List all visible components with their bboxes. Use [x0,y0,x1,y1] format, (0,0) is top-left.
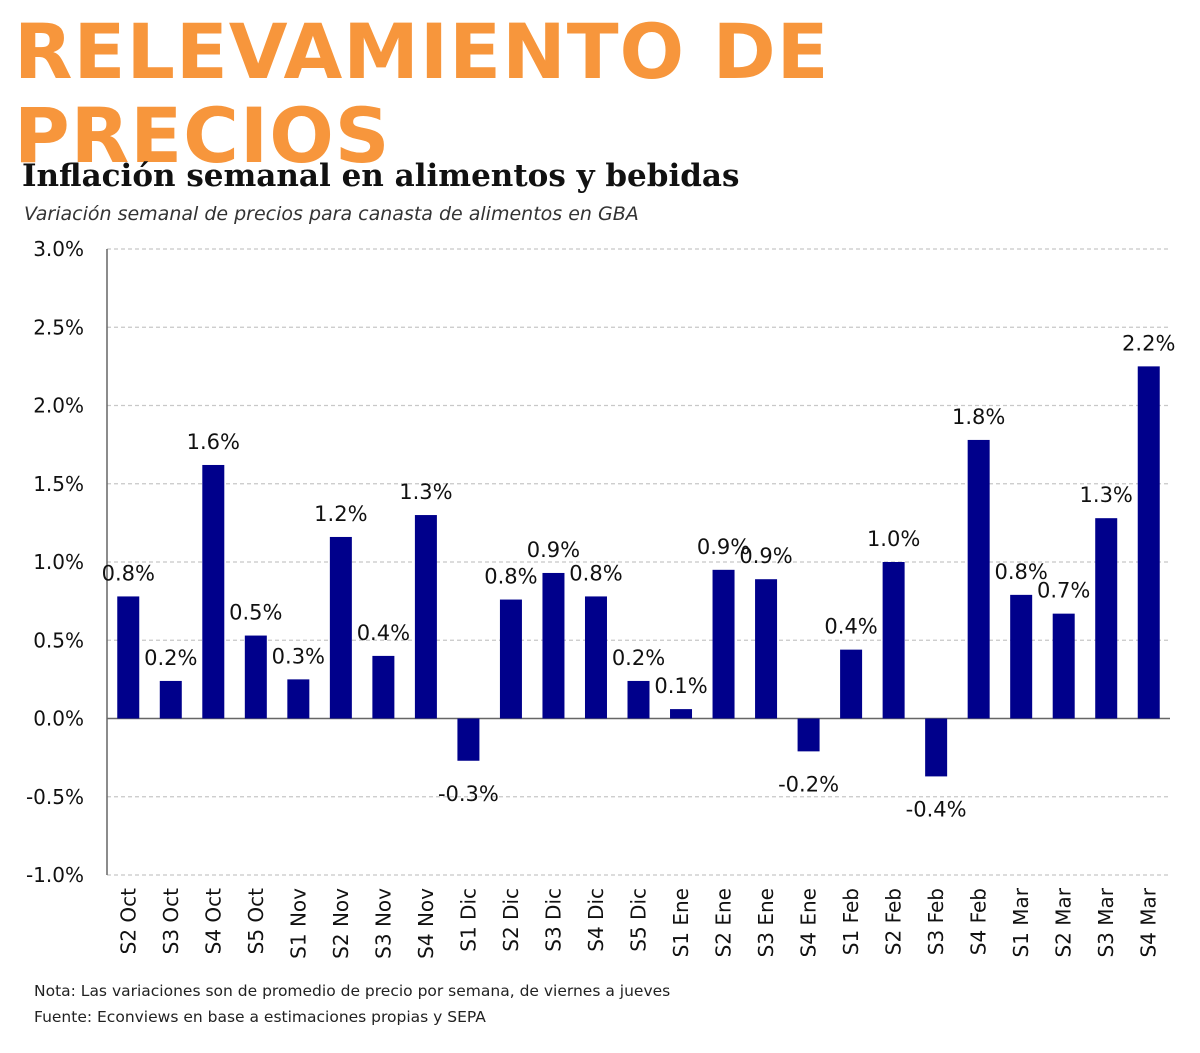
bar [159,680,182,719]
x-tick-label: S1 Dic [456,888,480,952]
bar [967,439,990,719]
bar [1095,518,1118,719]
data-label: 0.2% [612,646,665,670]
page-banner-title: RELEVAMIENTO DE PRECIOS [14,7,830,180]
x-tick-label: S3 Mar [1094,887,1118,957]
bar [1052,613,1075,719]
data-label: 0.1% [654,674,707,698]
data-label: 0.7% [1037,579,1090,603]
data-label: 0.8% [995,560,1048,584]
y-tick-label: 0.0% [33,707,84,731]
x-tick-label: S4 Dic [584,888,608,952]
x-tick-label: S2 Ene [712,888,736,957]
data-label: 0.8% [484,565,537,589]
x-tick-label: S4 Mar [1137,887,1161,957]
data-label: -0.3% [438,782,499,806]
bar [202,464,225,719]
bar [925,718,948,777]
data-label: 1.3% [1080,483,1133,507]
bar [755,579,778,719]
data-label: 2.2% [1122,331,1175,355]
bar [840,649,863,719]
x-tick-label: S4 Oct [201,888,225,955]
x-tick-label: S3 Dic [541,888,565,952]
y-tick-label: 3.0% [33,237,84,261]
chart-source: Fuente: Econviews en base a estimaciones… [34,1008,486,1026]
data-label: 1.6% [187,430,240,454]
data-label: 0.9% [739,544,792,568]
bar [584,596,607,719]
data-label: 0.9% [527,538,580,562]
x-tick-label: S4 Nov [414,888,438,959]
bar [542,572,565,719]
x-tick-label: S1 Ene [669,888,693,957]
data-label: 1.3% [399,480,452,504]
x-tick-label: S2 Mar [1052,887,1076,957]
x-tick-label: S4 Feb [967,888,991,955]
x-tick-label: S1 Nov [286,888,310,959]
chart-subtitle: Variación semanal de precios para canast… [24,203,639,225]
data-label: 0.4% [357,621,410,645]
x-tick-label: S2 Oct [116,888,140,955]
bar [1137,366,1160,719]
bar [670,709,693,719]
data-label: 1.8% [952,405,1005,429]
y-tick-label: 0.5% [33,628,84,652]
bar [287,679,310,719]
x-tick-label: S5 Oct [244,888,268,955]
bar [414,515,437,719]
y-tick-label: -1.0% [26,863,84,887]
bar [457,718,480,761]
x-tick-label: S5 Dic [627,888,651,952]
x-tick-label: S3 Oct [159,888,183,955]
data-label: 1.0% [867,527,920,551]
data-label: -0.2% [778,772,839,796]
bar [797,718,820,752]
data-label: 0.8% [102,561,155,585]
bar [117,596,140,719]
y-tick-label: -0.5% [26,785,84,809]
x-tick-label: S2 Feb [882,888,906,955]
x-tick-label: S2 Dic [499,888,523,952]
bar [499,599,522,719]
data-label: 0.8% [569,561,622,585]
data-label: 0.2% [144,646,197,670]
bar [1010,594,1033,719]
chart-title: Inflación semanal en alimentos y bebidas [22,158,740,194]
x-tick-label: S3 Nov [371,888,395,959]
x-tick-label: S1 Feb [839,888,863,955]
bar [882,562,905,719]
data-label: 0.9% [697,535,750,559]
data-label: -0.4% [906,797,967,821]
bar [712,569,735,719]
y-tick-label: 1.0% [33,550,84,574]
data-label: 0.3% [272,644,325,668]
x-tick-label: S3 Ene [754,888,778,957]
x-tick-label: S4 Ene [797,888,821,957]
bar [244,635,267,719]
y-tick-label: 1.5% [33,472,84,496]
x-tick-label: S3 Feb [924,888,948,955]
y-tick-label: 2.5% [33,315,84,339]
data-label: 0.4% [824,615,877,639]
x-tick-label: S2 Nov [329,888,353,959]
data-label: 0.5% [229,601,282,625]
y-tick-label: 2.0% [33,394,84,418]
bar [372,655,395,719]
chart-note: Nota: Las variaciones son de promedio de… [34,982,671,1000]
x-tick-label: S1 Mar [1009,887,1033,957]
data-label: 1.2% [314,502,367,526]
bar [627,680,650,719]
bar [329,536,352,719]
